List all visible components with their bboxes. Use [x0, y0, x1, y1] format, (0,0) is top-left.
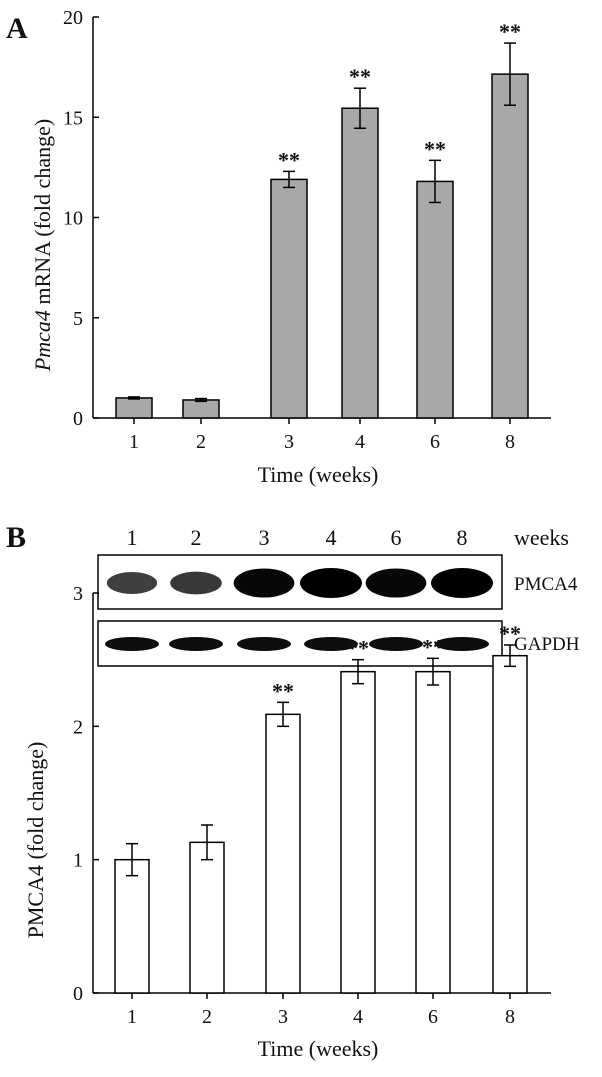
chart-a-ytick-label: 10 [63, 208, 83, 230]
chart-a-bar [115, 397, 153, 419]
chart-b-significance: ** [422, 634, 444, 659]
chart-b-bar [114, 858, 150, 994]
blot-lane-label: 8 [457, 525, 468, 550]
chart-a-significance: ** [349, 64, 371, 89]
chart-a-xtick-label: 2 [196, 431, 206, 453]
panel-label-b: B [6, 521, 26, 554]
blot-band-gapdh [169, 637, 223, 651]
chart-b-bar [189, 841, 225, 994]
chart-a-xtick-label: 1 [129, 431, 139, 453]
chart-b-ytick-label: 1 [73, 850, 83, 872]
chart-b-ytick-label: 0 [73, 983, 83, 1005]
chart-a-xtick-label: 6 [430, 431, 440, 453]
chart-a-bar [491, 73, 529, 419]
chart-b-xtick-label: 3 [278, 1006, 288, 1028]
chart-b-xtick-label: 4 [353, 1006, 363, 1028]
chart-b-xtick-label: 2 [202, 1006, 212, 1028]
panel-label-a: A [6, 12, 28, 45]
chart-b-significance: ** [499, 621, 521, 646]
blot-band-gapdh [105, 637, 159, 651]
chart-b-ytick-label: 3 [73, 583, 83, 605]
blot-band-pmca4 [300, 568, 362, 598]
chart-b-bar [492, 654, 528, 994]
blot-band-pmca4 [170, 571, 222, 595]
chart-a-xtick-label: 8 [505, 431, 515, 453]
chart-a-bar [341, 107, 379, 419]
chart-a-xtick-label: 3 [284, 431, 294, 453]
blot-lane-label: 4 [326, 525, 337, 550]
chart-b-significance: ** [272, 678, 294, 703]
blot-band-pmca4 [431, 568, 493, 598]
chart-b-significance: ** [347, 636, 369, 661]
chart-a: Pmca4 mRNA (fold change) Time (weeks) 0 5… [30, 7, 551, 487]
chart-b-bar [265, 713, 301, 994]
chart-b-xtick-label: 6 [428, 1006, 438, 1028]
chart-a-significance: ** [278, 147, 300, 172]
chart-a-xlabel: Time (weeks) [258, 462, 379, 487]
chart-a-significance: ** [499, 19, 521, 44]
chart-b-xlabel: Time (weeks) [258, 1036, 379, 1061]
chart-b-ytick-label: 2 [73, 716, 83, 738]
blot-band-pmca4 [233, 568, 295, 598]
chart-a-bar [270, 178, 308, 419]
chart-a-ylabel-rest: mRNA (fold change) [30, 119, 55, 310]
blot-band-gapdh [369, 637, 423, 651]
blot-lane-label: 6 [391, 525, 402, 550]
blot-band-gapdh [435, 637, 489, 651]
blot-band-pmca4 [106, 572, 158, 594]
chart-a-ytick-label: 15 [63, 107, 83, 129]
chart-b-bar [415, 670, 451, 994]
blot-lane-label: 3 [259, 525, 270, 550]
chart-b: PMCA4 (fold change) Time (weeks) 0 1 2 3 1 2 3… [23, 583, 551, 1061]
chart-a-ytick-label: 20 [63, 7, 83, 29]
blot-label-pmca4: PMCA4 [514, 574, 578, 595]
chart-a-ylabel-gene: Pmca4 [30, 310, 55, 372]
chart-b-bar [340, 670, 376, 994]
blot-header-weeks: weeks [514, 525, 569, 550]
blot-band-pmca4 [365, 568, 427, 598]
chart-a-ytick-label: 0 [73, 408, 83, 430]
blot-lane-label: 1 [127, 525, 138, 550]
blot-label-gapdh: GAPDH [514, 634, 580, 655]
chart-a-bar [182, 399, 220, 419]
chart-a-ylabel: Pmca4 mRNA (fold change) [30, 119, 55, 372]
chart-a-bar [416, 180, 454, 419]
blot-band-gapdh [237, 637, 291, 651]
blot-lane-label: 2 [191, 525, 202, 550]
chart-a-significance: ** [424, 136, 446, 161]
chart-a-ytick-label: 5 [73, 308, 83, 330]
chart-a-xtick-label: 4 [355, 431, 365, 453]
chart-b-ylabel: PMCA4 (fold change) [23, 742, 48, 939]
chart-b-xtick-label: 8 [505, 1006, 515, 1028]
blot-band-gapdh [304, 637, 358, 651]
chart-b-xtick-label: 1 [127, 1006, 137, 1028]
